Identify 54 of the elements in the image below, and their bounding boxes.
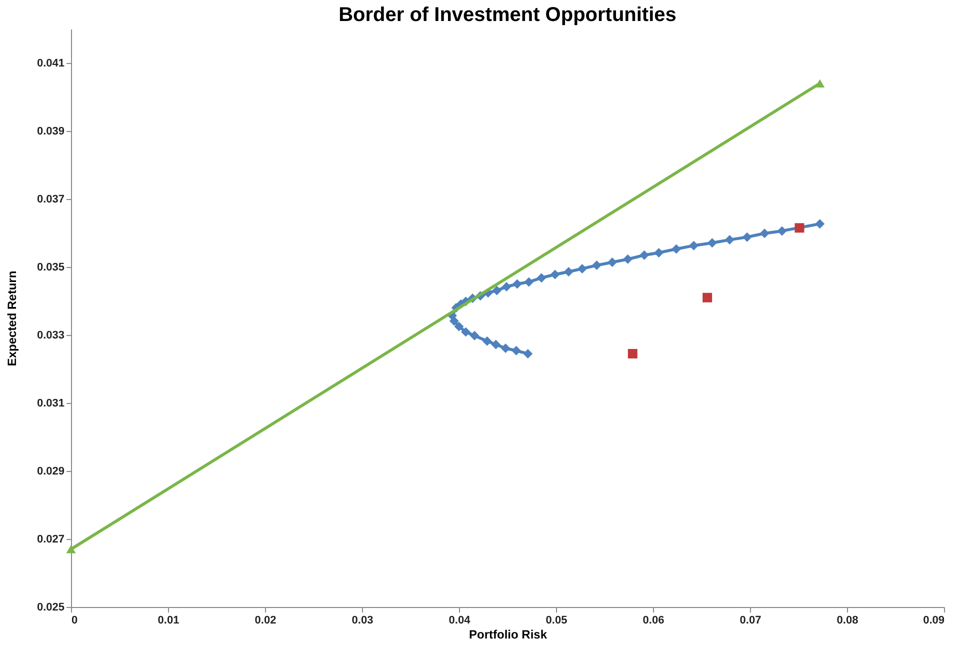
chart-title: Border of Investment Opportunities bbox=[338, 4, 676, 26]
point bbox=[512, 279, 522, 289]
point bbox=[640, 250, 650, 260]
point bbox=[654, 248, 664, 258]
point bbox=[524, 277, 534, 287]
point bbox=[564, 267, 574, 277]
x-tick-label: 0.03 bbox=[352, 614, 374, 626]
x-axis-title: Portfolio Risk bbox=[468, 628, 548, 642]
y-tick-label: 0.027 bbox=[36, 534, 64, 546]
x-tick-label: 0.08 bbox=[836, 614, 858, 626]
x-tick-label: 0.06 bbox=[642, 614, 664, 626]
y-axis-title: Expected Return bbox=[4, 270, 19, 366]
x-tick-label: 0.07 bbox=[740, 614, 762, 626]
point bbox=[760, 228, 770, 238]
point bbox=[672, 244, 682, 254]
point bbox=[742, 232, 752, 242]
point bbox=[623, 254, 633, 264]
point bbox=[536, 273, 546, 283]
point bbox=[470, 330, 480, 340]
y-tick-label: 0.037 bbox=[36, 194, 64, 206]
x-tick-label: 0.09 bbox=[923, 614, 944, 626]
x-tick-label: 0.04 bbox=[448, 614, 472, 626]
point bbox=[707, 238, 717, 248]
point bbox=[491, 340, 501, 350]
y-tick-label: 0.029 bbox=[36, 466, 64, 478]
point bbox=[815, 219, 825, 229]
y-tick-label: 0.025 bbox=[36, 602, 64, 614]
point bbox=[577, 264, 587, 274]
point bbox=[592, 260, 602, 270]
point bbox=[608, 257, 618, 267]
point bbox=[511, 346, 521, 356]
y-tick-label: 0.033 bbox=[36, 330, 64, 342]
point bbox=[461, 327, 471, 337]
point bbox=[500, 344, 510, 354]
y-tick-label: 0.031 bbox=[36, 398, 64, 410]
point bbox=[523, 348, 533, 358]
y-tick-label: 0.039 bbox=[36, 126, 64, 138]
point bbox=[482, 336, 492, 346]
point bbox=[454, 322, 464, 332]
point bbox=[702, 292, 712, 302]
point bbox=[777, 226, 787, 236]
point bbox=[724, 235, 734, 245]
x-tick-label: 0.02 bbox=[254, 614, 276, 626]
point bbox=[628, 348, 638, 358]
point bbox=[688, 240, 698, 250]
x-tick-label: 0.05 bbox=[546, 614, 568, 626]
point bbox=[550, 270, 560, 280]
point bbox=[502, 282, 512, 292]
x-tick-label: 0.01 bbox=[158, 614, 180, 626]
point bbox=[492, 286, 502, 296]
y-tick-label: 0.035 bbox=[36, 262, 64, 274]
point bbox=[794, 223, 804, 233]
y-tick-label: 0.041 bbox=[36, 58, 64, 70]
x-tick-label: 0 bbox=[72, 614, 78, 626]
